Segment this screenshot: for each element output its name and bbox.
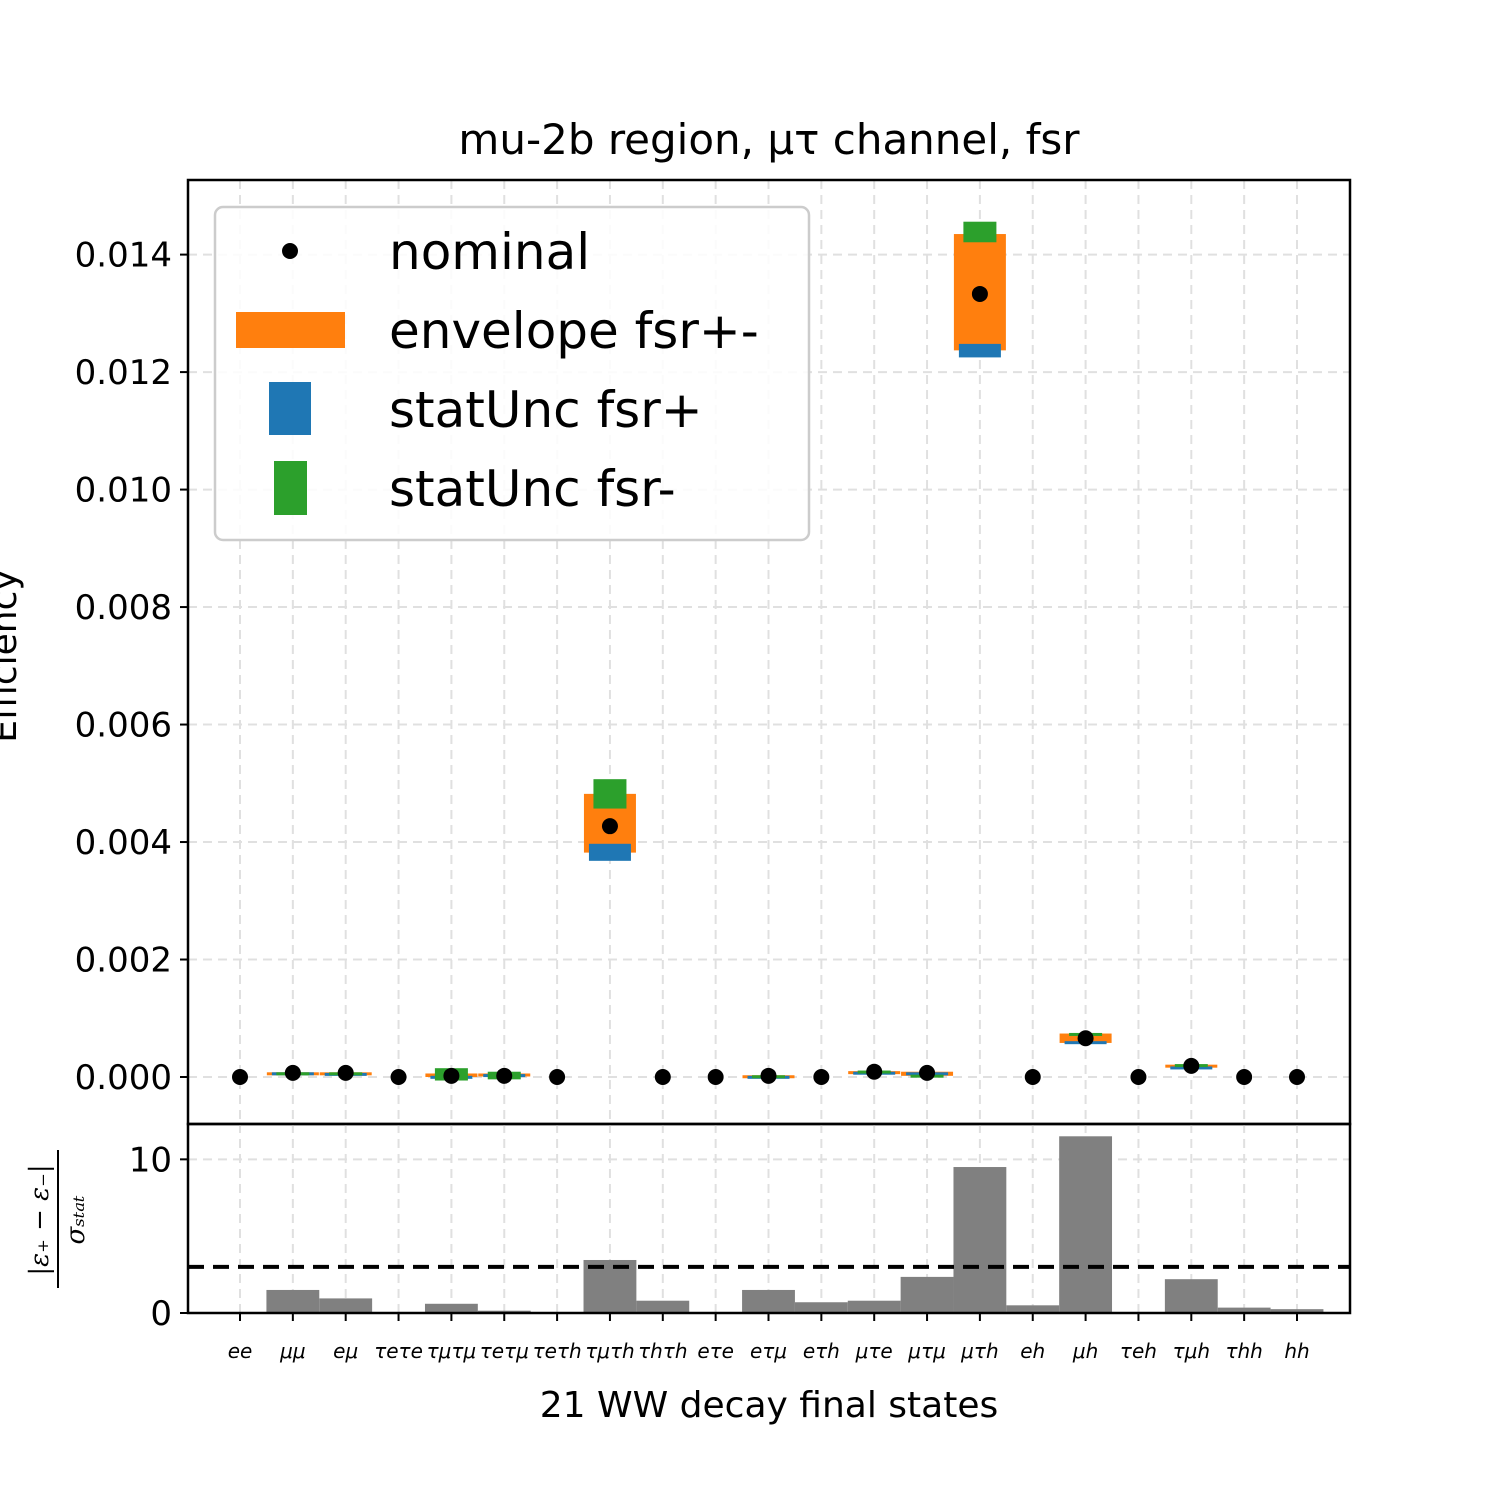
nominal-point xyxy=(707,1069,724,1086)
nominal-point xyxy=(337,1064,354,1081)
nominal-point xyxy=(654,1069,671,1086)
ratio-y-axis-label: |ε₊ − ε₋| σₛₜₐₜ xyxy=(25,1150,91,1288)
x-tick-label: eh xyxy=(1020,1339,1045,1363)
ratio-bar xyxy=(1164,1279,1218,1313)
ratio-y-tick-label: 0 xyxy=(150,1294,172,1334)
y-tick-label: 0.014 xyxy=(75,236,172,276)
y-tick-label: 0.012 xyxy=(75,353,172,393)
x-tick-label: τμτμ xyxy=(427,1339,477,1363)
x-tick-label: τeh xyxy=(1120,1339,1157,1363)
nominal-point xyxy=(1236,1069,1253,1086)
legend: nominal envelope fsr+- statUnc fsr+ stat… xyxy=(213,205,811,542)
nominal-point xyxy=(1024,1069,1041,1086)
nominal-point xyxy=(496,1067,513,1084)
main-y-ticks: 0.000 0.002 0.004 0.006 0.008 0.010 0.012 0.014 xyxy=(75,236,188,1098)
legend-fsr-minus-marker xyxy=(274,461,307,515)
legend-fsr-plus-label: statUnc fsr+ xyxy=(389,381,703,439)
nominal-point xyxy=(919,1064,936,1081)
y-tick-label: 0.002 xyxy=(75,941,172,981)
ratio-bar xyxy=(742,1289,795,1313)
nominal-point xyxy=(760,1067,777,1084)
nominal-point xyxy=(866,1063,883,1080)
ratio-label-numerator: |ε₊ − ε₋| xyxy=(25,1164,55,1275)
nominal-point xyxy=(443,1067,460,1084)
stat-unc-fsr-plus-box xyxy=(958,343,1001,358)
x-tick-label: τμh xyxy=(1173,1339,1210,1363)
nominal-point xyxy=(549,1069,566,1086)
legend-fsr-minus-label: statUnc fsr- xyxy=(389,460,676,518)
y-axis-label: Efficiency xyxy=(0,569,25,742)
ratio-bar xyxy=(319,1298,373,1313)
x-tick-label: τμτh xyxy=(585,1339,634,1363)
x-tick-label: eτh xyxy=(803,1339,840,1363)
nominal-point xyxy=(1183,1057,1200,1074)
ratio-bar xyxy=(1270,1309,1324,1313)
ratio-label-denominator: σₛₜₐₜ xyxy=(61,1195,91,1245)
y-tick-label: 0.006 xyxy=(75,706,172,746)
ratio-bar xyxy=(1217,1307,1271,1313)
nominal-point xyxy=(601,818,618,835)
x-tick-label: eτe xyxy=(697,1339,734,1363)
nominal-point xyxy=(1289,1069,1305,1086)
x-tick-label: τhh xyxy=(1225,1339,1262,1363)
x-tick-label: ee xyxy=(228,1339,253,1363)
x-tick-label: μτe xyxy=(855,1339,893,1363)
x-tick-label: μτh xyxy=(960,1339,998,1363)
legend-nominal-label: nominal xyxy=(389,223,590,281)
ratio-y-tick-label: 10 xyxy=(129,1140,172,1180)
nominal-point xyxy=(1130,1069,1147,1086)
ratio-bar xyxy=(1059,1136,1113,1313)
x-tick-label: μμ xyxy=(279,1339,305,1363)
ratio-bar xyxy=(1006,1305,1060,1313)
y-tick-label: 0.010 xyxy=(75,471,172,511)
x-tick-label: τeτμ xyxy=(480,1339,529,1363)
legend-frame xyxy=(213,205,811,542)
ratio-bar xyxy=(953,1167,1007,1313)
ratio-y-ticks: 0 10 xyxy=(129,1140,188,1334)
nominal-point xyxy=(284,1064,301,1081)
legend-fsr-plus-marker xyxy=(269,382,311,435)
main-marks xyxy=(232,221,1305,1086)
ratio-bars xyxy=(266,1136,1324,1313)
ratio-bar xyxy=(847,1300,901,1313)
ratio-bar xyxy=(424,1303,478,1313)
ratio-bar xyxy=(794,1302,848,1313)
ratio-bar xyxy=(636,1300,690,1313)
stat-unc-fsr-plus-box xyxy=(588,843,631,861)
x-tick-label: τhτh xyxy=(638,1339,687,1363)
nominal-point xyxy=(390,1069,407,1086)
ratio-bar xyxy=(900,1276,954,1313)
nominal-point xyxy=(813,1069,830,1086)
y-tick-label: 0.008 xyxy=(75,588,172,628)
nominal-point xyxy=(232,1069,248,1086)
x-tick-label: τeτh xyxy=(533,1339,582,1363)
y-tick-label: 0.004 xyxy=(75,823,172,863)
x-tick-label: eμ xyxy=(333,1339,358,1363)
stat-unc-fsr-minus-box xyxy=(963,221,997,243)
x-tick-label: μh xyxy=(1072,1339,1098,1363)
y-tick-label: 0.000 xyxy=(75,1058,172,1098)
x-tick-label: μτμ xyxy=(907,1339,946,1363)
nominal-point xyxy=(971,285,988,302)
x-tick-label: hh xyxy=(1284,1339,1309,1363)
legend-envelope-marker xyxy=(236,312,345,348)
x-axis-label: 21 WW decay final states xyxy=(540,1385,998,1426)
legend-nominal-marker xyxy=(282,243,298,259)
ratio-bar xyxy=(266,1289,320,1313)
stat-unc-fsr-minus-box xyxy=(593,779,627,809)
x-ticks: ee μμ eμ τeτe τμτμ τeτμ τeτh τμτh τhτh eτe eτμ eτh μ… xyxy=(228,1313,1310,1363)
legend-envelope-label: envelope fsr+- xyxy=(389,302,759,360)
x-tick-label: τeτe xyxy=(374,1339,423,1363)
x-tick-label: eτμ xyxy=(750,1339,787,1363)
nominal-point xyxy=(1077,1030,1094,1047)
chart-title: mu-2b region, μτ channel, fsr xyxy=(458,115,1080,164)
